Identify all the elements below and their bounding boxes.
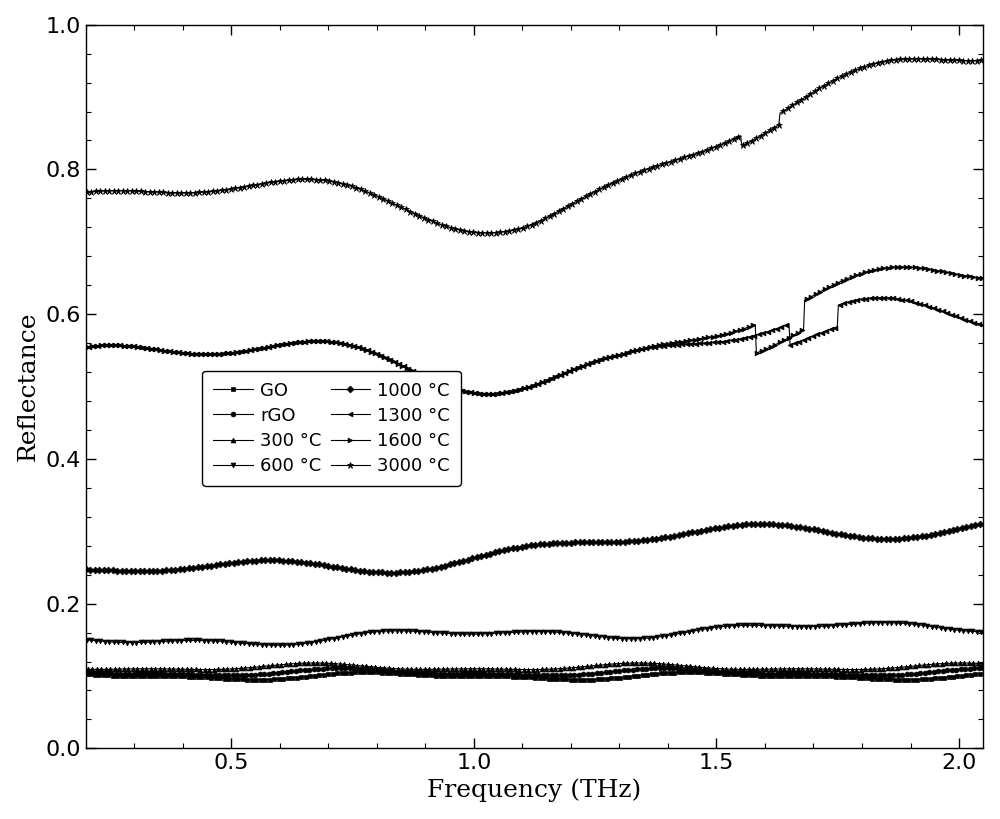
3000 °C — [653, 161, 665, 170]
3000 °C — [626, 170, 638, 179]
3000 °C — [481, 228, 493, 238]
600 °C — [653, 632, 665, 642]
1600 °C — [80, 342, 92, 352]
1600 °C — [602, 353, 614, 363]
1300 °C — [626, 346, 638, 356]
rGO — [135, 668, 147, 678]
1300 °C — [602, 353, 614, 363]
GO — [135, 671, 147, 681]
GO — [602, 674, 614, 684]
3000 °C — [602, 180, 614, 190]
Line: 1000 °C: 1000 °C — [83, 522, 986, 575]
300 °C — [135, 664, 147, 674]
Line: 600 °C: 600 °C — [83, 620, 986, 648]
300 °C — [763, 664, 775, 674]
1300 °C — [854, 295, 866, 305]
1000 °C — [80, 564, 92, 574]
3000 °C — [854, 64, 866, 74]
1600 °C — [896, 262, 908, 272]
1600 °C — [626, 346, 638, 356]
300 °C — [309, 658, 321, 668]
1300 °C — [762, 327, 774, 337]
GO — [626, 672, 638, 681]
Y-axis label: Reflectance: Reflectance — [17, 312, 40, 461]
300 °C — [855, 665, 867, 675]
rGO — [762, 668, 774, 678]
1300 °C — [483, 389, 495, 399]
rGO — [601, 667, 613, 677]
3000 °C — [762, 127, 774, 137]
600 °C — [854, 619, 866, 629]
3000 °C — [135, 187, 147, 197]
600 °C — [626, 634, 638, 644]
1000 °C — [653, 533, 665, 543]
X-axis label: Frequency (THz): Frequency (THz) — [427, 779, 642, 803]
Line: 300 °C: 300 °C — [83, 661, 986, 672]
3000 °C — [977, 55, 989, 65]
300 °C — [977, 658, 989, 668]
300 °C — [201, 665, 213, 675]
Line: 1600 °C: 1600 °C — [83, 265, 986, 396]
Line: 3000 °C: 3000 °C — [82, 56, 986, 236]
rGO — [977, 663, 989, 673]
600 °C — [272, 640, 284, 650]
rGO — [872, 671, 884, 681]
1000 °C — [135, 566, 147, 576]
1000 °C — [977, 519, 989, 529]
Line: rGO: rGO — [83, 666, 986, 678]
rGO — [854, 670, 866, 680]
1600 °C — [135, 342, 147, 352]
1000 °C — [854, 532, 866, 542]
Legend: GO, rGO, 300 °C, 600 °C, 1000 °C, 1300 °C, 1600 °C, 3000 °C: GO, rGO, 300 °C, 600 °C, 1000 °C, 1300 °… — [202, 371, 461, 486]
GO — [977, 668, 989, 678]
GO — [762, 671, 774, 681]
1300 °C — [80, 342, 92, 352]
1600 °C — [977, 274, 989, 283]
GO — [360, 667, 372, 677]
600 °C — [80, 635, 92, 645]
1600 °C — [483, 389, 495, 399]
1000 °C — [762, 519, 774, 529]
1300 °C — [135, 342, 147, 352]
GO — [854, 673, 866, 683]
600 °C — [878, 618, 890, 627]
3000 °C — [911, 54, 923, 64]
Line: 1300 °C: 1300 °C — [83, 296, 986, 396]
1000 °C — [626, 536, 638, 546]
1300 °C — [653, 342, 665, 351]
rGO — [625, 665, 637, 675]
rGO — [80, 667, 92, 677]
rGO — [656, 663, 668, 673]
300 °C — [80, 664, 92, 674]
600 °C — [762, 621, 774, 631]
GO — [899, 675, 911, 685]
GO — [80, 669, 92, 679]
1300 °C — [875, 293, 887, 303]
300 °C — [654, 658, 666, 668]
3000 °C — [80, 188, 92, 197]
rGO — [651, 663, 663, 673]
1600 °C — [854, 269, 866, 278]
300 °C — [627, 658, 639, 668]
1600 °C — [653, 340, 665, 350]
1300 °C — [977, 320, 989, 330]
600 °C — [135, 637, 147, 647]
300 °C — [603, 659, 615, 669]
1600 °C — [762, 343, 774, 353]
600 °C — [977, 627, 989, 636]
1000 °C — [385, 568, 397, 577]
600 °C — [602, 633, 614, 643]
GO — [653, 669, 665, 679]
1000 °C — [602, 537, 614, 547]
Line: GO: GO — [83, 670, 986, 682]
